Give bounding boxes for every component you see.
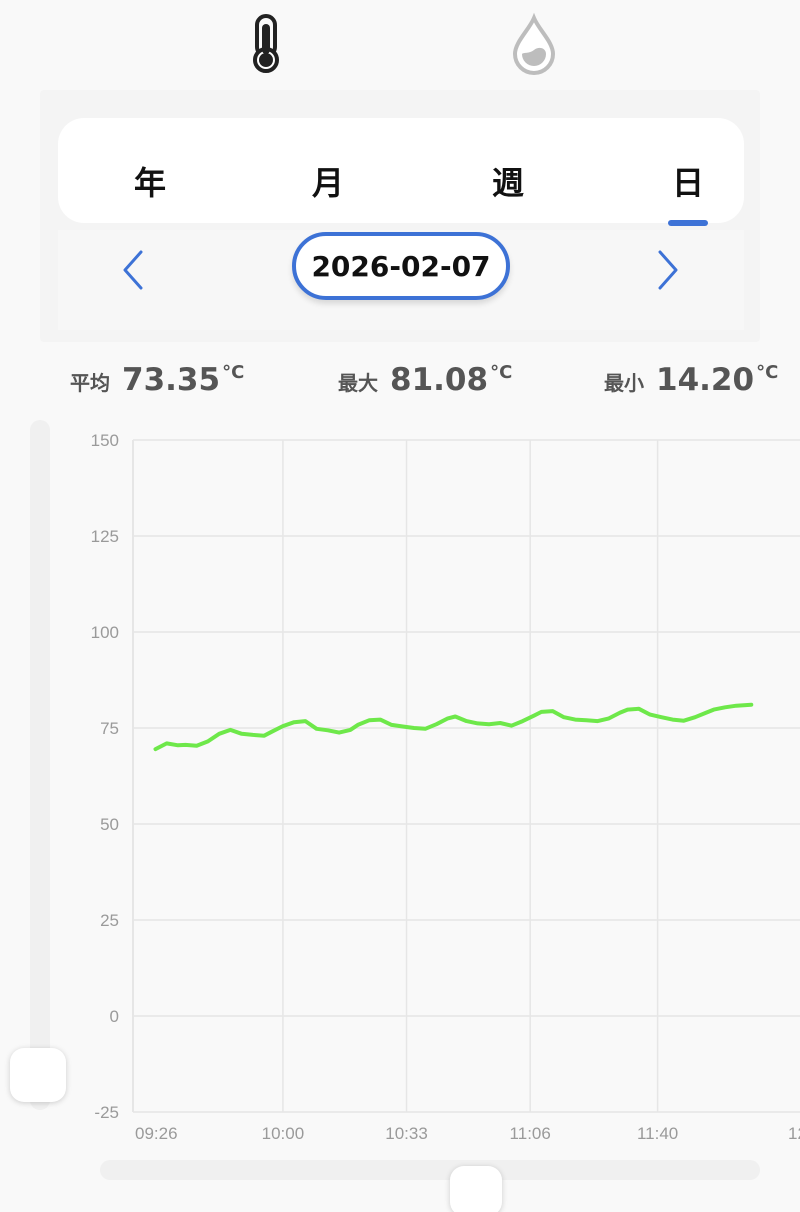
- chevron-left-icon[interactable]: [113, 248, 153, 292]
- x-tick-label: 12: [788, 1124, 800, 1143]
- stat-max-value: 81.08: [390, 362, 489, 398]
- x-tick-label: 11:40: [637, 1124, 678, 1143]
- stat-max: 最大 81.08 °C: [338, 362, 512, 398]
- stat-average: 平均 73.35 °C: [70, 362, 244, 398]
- stat-average-value: 73.35: [122, 362, 221, 398]
- y-tick-label: 75: [100, 719, 119, 738]
- x-tick-label: 09:26: [135, 1124, 178, 1143]
- thermometer-icon[interactable]: [241, 12, 291, 76]
- y-tick-label: 50: [100, 815, 119, 834]
- period-panel: 年 月 週 日 2026-02-07: [40, 90, 760, 342]
- x-tick-label: 11:06: [510, 1124, 551, 1143]
- period-tabs: 年 月 週 日: [58, 118, 744, 226]
- horizontal-scroll-handle[interactable]: [450, 1166, 502, 1212]
- date-picker-button[interactable]: 2026-02-07: [292, 232, 510, 300]
- tab-week[interactable]: 週: [491, 164, 524, 202]
- tab-month[interactable]: 月: [311, 164, 344, 202]
- stat-min-label: 最小: [604, 371, 644, 395]
- vertical-zoom-track[interactable]: [30, 420, 50, 1110]
- tab-day[interactable]: 日: [648, 158, 728, 226]
- stat-max-unit: °C: [490, 362, 513, 383]
- stat-average-label: 平均: [70, 371, 110, 395]
- chevron-right-icon[interactable]: [648, 248, 688, 292]
- y-tick-label: 100: [91, 623, 119, 642]
- y-tick-label: 0: [110, 1007, 119, 1026]
- temperature-line-chart: 150 125 100 75 50 25 0 -25 09:26 10:00 10:33 11:06 1…: [91, 431, 800, 1143]
- x-tick-label: 10:33: [385, 1124, 428, 1143]
- y-tick-label: 25: [100, 911, 119, 930]
- stat-min-value: 14.20: [656, 362, 755, 398]
- stats-row: 平均 73.35 °C 最大 81.08 °C 最小 14.20 °C: [0, 362, 800, 402]
- date-navigation: 2026-02-07: [58, 230, 744, 330]
- y-tick-label: 125: [91, 527, 119, 546]
- stat-min: 最小 14.20 °C: [604, 362, 778, 398]
- x-tick-label: 10:00: [262, 1124, 305, 1143]
- y-tick-label: -25: [94, 1103, 119, 1122]
- stat-max-label: 最大: [338, 371, 378, 395]
- sensor-type-bar: [0, 0, 800, 90]
- series-line: [153, 702, 754, 752]
- horizontal-scroll-track[interactable]: [100, 1160, 760, 1180]
- y-tick-label: 150: [91, 431, 119, 450]
- stat-min-unit: °C: [756, 362, 779, 383]
- tab-year[interactable]: 年: [133, 164, 166, 202]
- water-drop-icon[interactable]: [509, 12, 559, 76]
- vertical-zoom-handle[interactable]: [10, 1048, 66, 1102]
- stat-average-unit: °C: [222, 362, 245, 383]
